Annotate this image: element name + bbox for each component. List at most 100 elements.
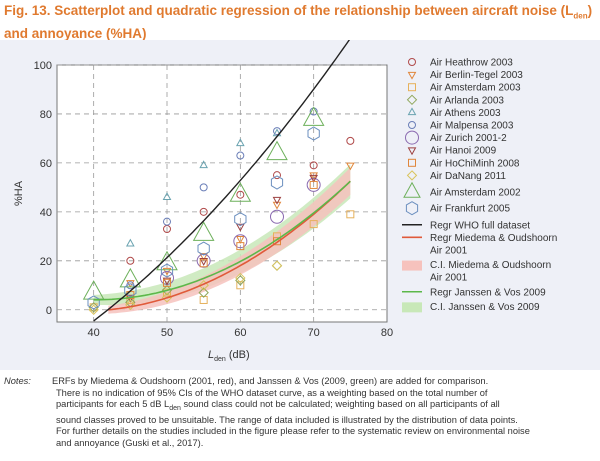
y-tick-label: 80: [40, 109, 52, 121]
legend-label: Regr Miedema & Oudshoorn: [430, 233, 557, 244]
title-subscript: den: [573, 11, 588, 21]
legend-label: Air 2001: [430, 245, 468, 256]
data-point: [345, 162, 355, 171]
data-point: [119, 267, 142, 288]
data-point: [161, 292, 173, 303]
x-tick-label: 60: [234, 327, 246, 339]
legend-label: Air Zurich 2001-2: [430, 133, 507, 144]
legend-label: Air HoChiMinh 2008: [430, 158, 520, 169]
notes-line4: sound classes proved to be unsuitable. T…: [56, 414, 518, 425]
legend-marker: [408, 121, 416, 129]
data-point: [302, 106, 325, 126]
curve-miedema-oudshoorn: [108, 180, 351, 311]
legend-label: Air Arlanda 2003: [430, 95, 504, 106]
legend-label: Air Athens 2003: [430, 108, 501, 119]
y-tick-label: 40: [40, 207, 52, 219]
x-tick-label: 70: [308, 327, 320, 339]
data-point: [88, 302, 99, 313]
data-point: [163, 278, 171, 287]
legend-label: Air Berlin-Tegel 2003: [430, 70, 523, 81]
data-point: [196, 253, 211, 268]
data-point: [235, 272, 246, 284]
data-point: [236, 242, 245, 251]
legend-marker: [408, 158, 416, 167]
legend-label: Air Frankfurt 2005: [430, 204, 510, 215]
data-point: [307, 126, 320, 141]
legend-marker: [407, 147, 417, 156]
data-point: [125, 280, 135, 288]
legend-label: C.I. Miedema & Oudshoorn: [430, 260, 551, 271]
plot-panel: 40 50 60 70 80 0 20 40 60 80 100 %HA Lden (dB) Air He…: [0, 40, 600, 370]
data-point: [162, 277, 172, 286]
data-point: [192, 221, 215, 241]
data-point: [160, 263, 174, 278]
x-tick-label: 80: [381, 327, 393, 339]
x-tick-label: 50: [161, 327, 173, 339]
legend-marker: [405, 201, 419, 216]
data-point: [156, 250, 178, 271]
legend-label: C.I. Janssen & Vos 2009: [430, 302, 540, 313]
legend-label: Regr Janssen & Vos 2009: [430, 287, 546, 298]
data-point: [346, 136, 355, 145]
curve-janssen-vos: [93, 180, 351, 301]
data-point: [162, 192, 172, 200]
data-point: [125, 299, 136, 311]
data-point: [125, 238, 135, 247]
data-point: [161, 284, 173, 296]
legend-swatch-ci-miedema: [402, 260, 422, 271]
data-point: [271, 260, 283, 271]
data-point: [198, 287, 209, 298]
legend-label: Regr WHO full dataset: [430, 220, 530, 231]
legend-swatch-ci-janssen-vos: [402, 302, 422, 313]
data-point: [266, 140, 288, 161]
legend-label: Air DaNang 2011: [430, 171, 506, 182]
notes-line1: ERFs by Miedema & Oudshoorn (2001, red),…: [52, 376, 489, 386]
data-point: [273, 171, 281, 180]
title-line1-end: ): [587, 3, 593, 18]
data-point: [199, 253, 209, 261]
legend-label: Air Hanoi 2009: [430, 146, 497, 157]
y-tick-label: 60: [40, 158, 52, 170]
data-point: [126, 256, 135, 265]
data-point: [235, 236, 245, 244]
legend-marker: [407, 107, 417, 116]
notes-line2: There is no indication of 95% CIs of the…: [56, 387, 488, 398]
data-point: [346, 210, 355, 219]
data-point: [306, 177, 321, 192]
figure-title: Fig. 13. Scatterplot and quadratic regre…: [4, 2, 596, 42]
data-point: [309, 174, 319, 183]
legend-marker: [408, 58, 416, 66]
data-point: [88, 304, 99, 315]
y-tick-label: 20: [40, 256, 52, 268]
data-point: [309, 172, 319, 181]
data-point: [199, 160, 209, 169]
legend-label: Air Amsterdam 2003: [430, 83, 521, 94]
legend-marker: [408, 83, 416, 92]
notes: Notes: ERFs by Miedema & Oudshoorn (2001,…: [4, 376, 598, 449]
legend-label: Air Malpensa 2003: [430, 121, 514, 132]
data-point: [163, 288, 171, 297]
notes-line3a: participants for each 5 dB L: [56, 399, 170, 410]
data-point: [198, 280, 209, 291]
y-tick-label: 100: [34, 60, 52, 72]
data-point: [82, 280, 105, 300]
data-point: [270, 209, 284, 224]
data-point: [197, 241, 210, 256]
data-point: [309, 161, 318, 170]
y-tick-label: 0: [46, 305, 52, 317]
data-point: [272, 201, 282, 210]
x-axis-label: Lden (dB): [208, 349, 250, 363]
data-point: [236, 151, 245, 160]
legend-marker: [407, 71, 417, 80]
data-point: [235, 138, 245, 147]
data-point: [199, 207, 208, 216]
title-line2: and annoyance (%HA): [4, 25, 147, 41]
curve-who-full-dataset: [93, 40, 351, 322]
legend-label: Air Heathrow 2003: [430, 58, 513, 69]
legend-marker: [406, 170, 418, 181]
legend-label: Air Amsterdam 2002: [430, 188, 521, 199]
data-point: [273, 127, 281, 136]
notes-line3b: sound class could not be calculated; wei…: [180, 399, 500, 410]
legend-marker: [406, 94, 418, 106]
y-axis-label: %HA: [13, 180, 25, 206]
